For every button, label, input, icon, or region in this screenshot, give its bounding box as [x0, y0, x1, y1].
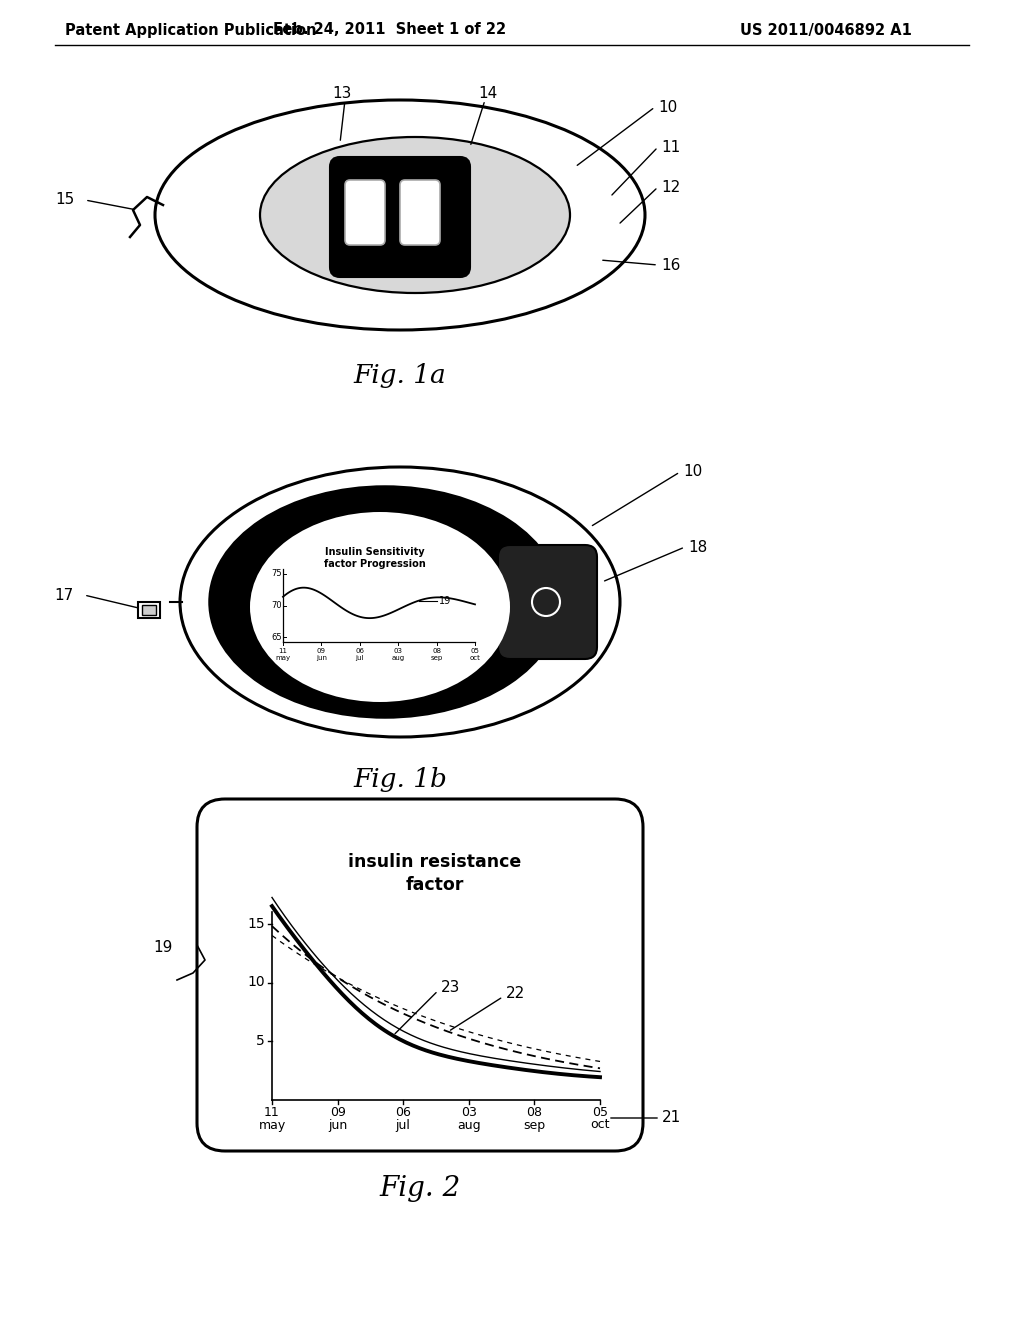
Text: 08: 08 — [432, 648, 441, 653]
Text: Fig. 1b: Fig. 1b — [353, 767, 446, 792]
Text: aug: aug — [391, 655, 404, 661]
Text: 13: 13 — [333, 86, 351, 100]
Text: 17: 17 — [54, 587, 74, 602]
Text: 11: 11 — [264, 1106, 280, 1119]
Text: US 2011/0046892 A1: US 2011/0046892 A1 — [740, 22, 912, 37]
FancyBboxPatch shape — [345, 180, 385, 246]
Text: 05: 05 — [471, 648, 479, 653]
Text: 70: 70 — [271, 601, 282, 610]
Ellipse shape — [155, 100, 645, 330]
Text: 03: 03 — [461, 1106, 477, 1119]
FancyBboxPatch shape — [330, 157, 470, 277]
Text: 06: 06 — [395, 1106, 412, 1119]
Text: 65: 65 — [271, 632, 282, 642]
FancyBboxPatch shape — [142, 605, 156, 615]
Text: Insulin Sensitivity: Insulin Sensitivity — [326, 546, 425, 557]
Text: factor Progression: factor Progression — [325, 558, 426, 569]
Text: 18: 18 — [688, 540, 708, 554]
Ellipse shape — [210, 487, 560, 717]
Text: Feb. 24, 2011  Sheet 1 of 22: Feb. 24, 2011 Sheet 1 of 22 — [273, 22, 507, 37]
Text: oct: oct — [470, 655, 480, 661]
Text: 11: 11 — [279, 648, 288, 653]
Text: 10: 10 — [248, 975, 265, 990]
Text: 09: 09 — [316, 648, 326, 653]
Text: sep: sep — [523, 1118, 546, 1131]
Text: 22: 22 — [506, 986, 525, 1001]
Text: oct: oct — [590, 1118, 609, 1131]
Text: 06: 06 — [355, 648, 365, 653]
FancyBboxPatch shape — [400, 180, 440, 246]
Text: may: may — [275, 655, 291, 661]
Text: 03: 03 — [393, 648, 402, 653]
Text: 10: 10 — [658, 99, 677, 115]
Text: 19: 19 — [154, 940, 173, 954]
Text: 21: 21 — [662, 1110, 681, 1126]
Text: 19: 19 — [438, 595, 451, 606]
Text: 12: 12 — [662, 180, 680, 194]
Text: may: may — [258, 1118, 286, 1131]
Text: jul: jul — [395, 1118, 411, 1131]
Text: 10: 10 — [683, 465, 702, 479]
FancyBboxPatch shape — [138, 602, 160, 618]
Text: jun: jun — [315, 655, 327, 661]
Text: 23: 23 — [441, 981, 461, 995]
Text: aug: aug — [457, 1118, 480, 1131]
Text: jul: jul — [355, 655, 365, 661]
Text: 15: 15 — [248, 917, 265, 931]
FancyBboxPatch shape — [197, 799, 643, 1151]
Text: Fig. 1a: Fig. 1a — [353, 363, 446, 388]
Text: Fig. 2: Fig. 2 — [379, 1175, 461, 1201]
Ellipse shape — [260, 137, 570, 293]
Text: 05: 05 — [592, 1106, 608, 1119]
Text: 14: 14 — [478, 86, 498, 100]
Text: insulin resistance: insulin resistance — [348, 853, 521, 871]
Text: sep: sep — [430, 655, 442, 661]
Text: 09: 09 — [330, 1106, 345, 1119]
Text: 08: 08 — [526, 1106, 543, 1119]
Ellipse shape — [250, 512, 510, 702]
Text: 11: 11 — [662, 140, 680, 154]
Text: factor: factor — [406, 876, 464, 894]
Text: 16: 16 — [662, 257, 680, 272]
Text: 5: 5 — [256, 1035, 265, 1048]
Ellipse shape — [180, 467, 620, 737]
Text: Patent Application Publication: Patent Application Publication — [65, 22, 316, 37]
Text: jun: jun — [328, 1118, 347, 1131]
Text: 75: 75 — [271, 569, 282, 578]
Text: 15: 15 — [55, 193, 75, 207]
FancyBboxPatch shape — [498, 545, 597, 659]
